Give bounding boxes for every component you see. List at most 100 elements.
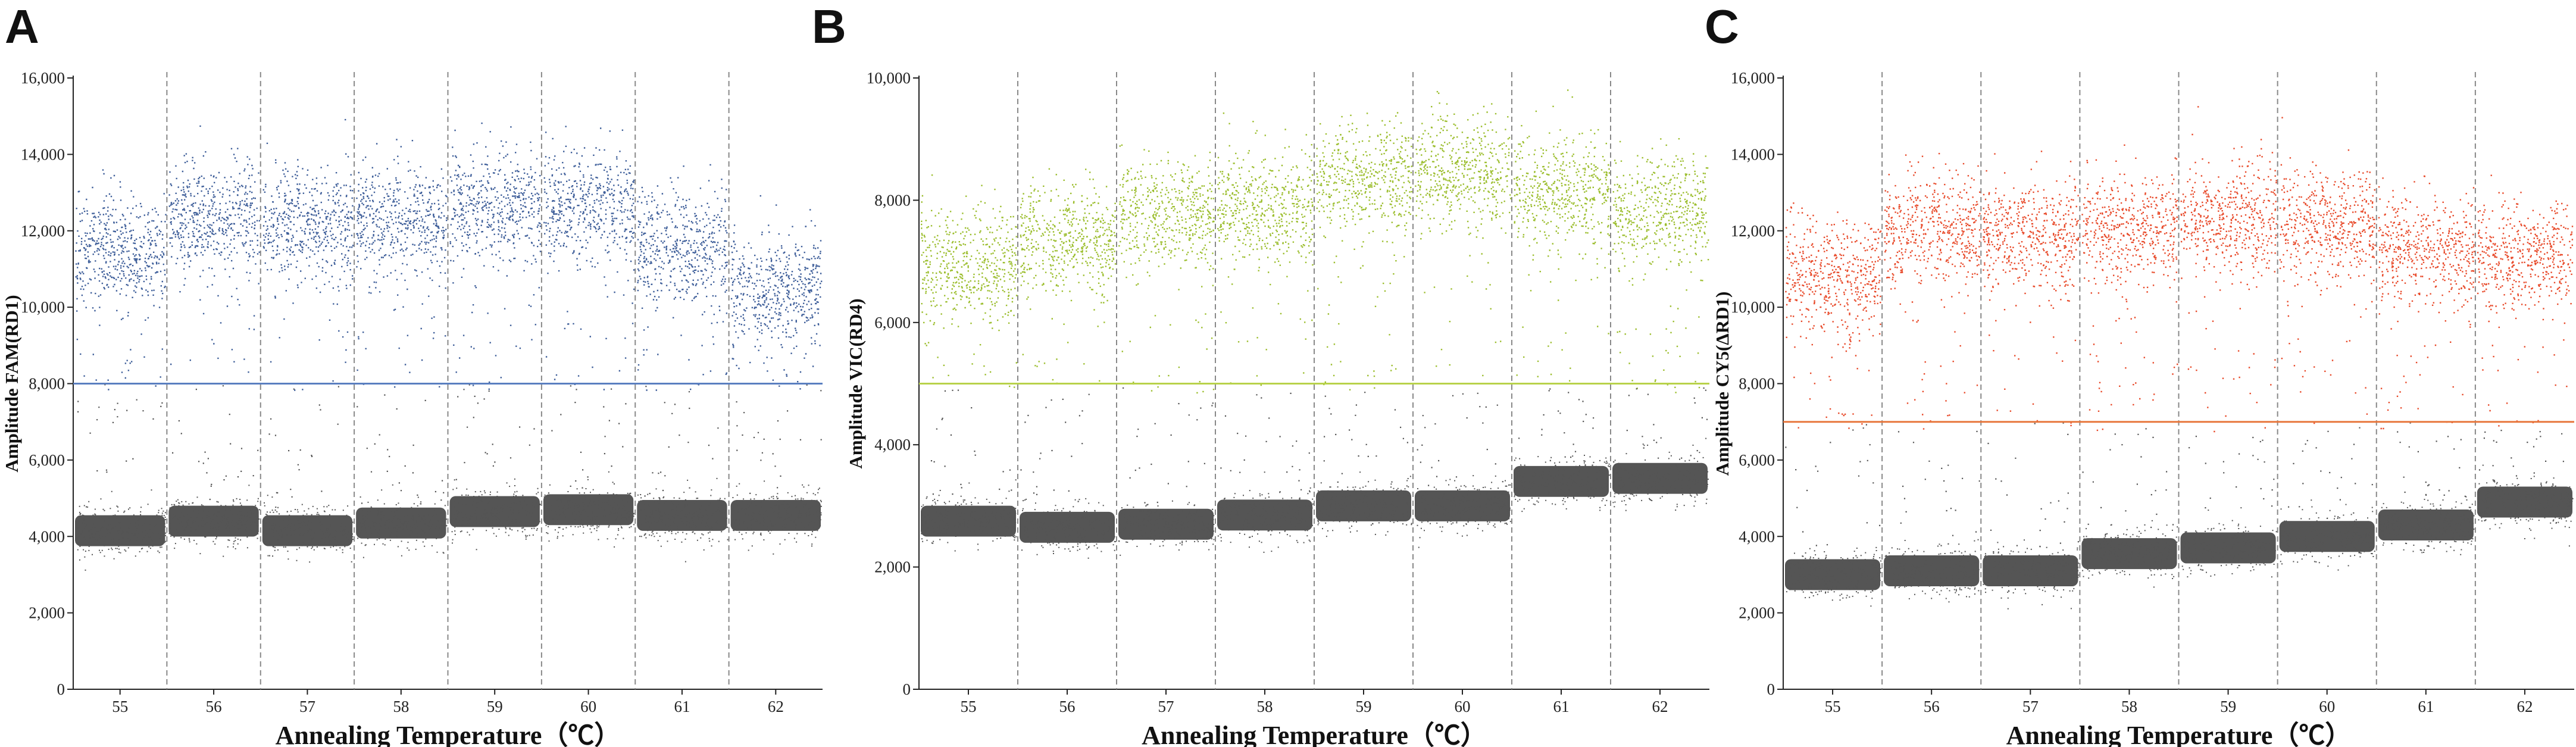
negative-droplets [637,477,729,562]
positive-droplet-cluster [2477,174,2574,427]
rain-droplets [1123,387,1214,510]
negative-droplets [2081,520,2178,588]
y-axis-title: Amplitude CY5(ΔRD1) [1712,292,1733,476]
negative-droplet-cluster [730,480,822,555]
negative-droplet-cluster [2378,495,2475,555]
x-tick-label: 61 [2418,698,2434,715]
positive-droplets [1514,89,1611,382]
y-tick-label: 16,000 [1731,69,1775,87]
y-tick-label: 8,000 [29,375,65,393]
positive-droplet-cluster [921,174,1018,388]
positive-droplets [730,195,823,390]
y-tick-label: 8,000 [874,191,911,209]
rain-droplets [2189,436,2275,535]
x-tick-label: 55 [112,698,128,715]
x-tick-label: 60 [1455,698,1471,715]
positive-droplet-cluster [449,122,542,390]
positive-droplets [1316,112,1412,391]
y-tick-label: 0 [57,680,65,698]
y-tick-label: 2,000 [29,604,65,622]
negative-droplet-cluster [1020,498,1116,559]
negative-droplet-cluster [1316,471,1412,537]
positive-droplet-cluster [1884,152,1981,430]
positive-droplet-cluster [1785,202,1882,429]
rain-droplets [2288,427,2373,527]
y-tick-label: 6,000 [29,451,65,469]
rain-droplets [736,384,822,494]
negative-droplet-cluster [1118,500,1215,556]
negative-droplet-cluster [1884,539,1980,603]
negative-droplet-band [1316,490,1411,521]
negative-droplet-cluster [921,479,1017,552]
negative-droplet-band [2180,532,2276,564]
positive-droplet-cluster [1983,151,2080,427]
negative-droplet-band [2378,510,2474,540]
negative-droplet-band [1217,499,1312,531]
y-tick-label: 16,000 [21,69,65,87]
x-tick-label: 61 [1553,698,1570,715]
rain-droplets [644,386,719,501]
positive-droplets [1612,138,1709,393]
rain-droplets [1220,392,1310,502]
x-tick-label: 58 [1257,698,1273,715]
negative-droplet-cluster [262,495,354,563]
negative-droplet-cluster [2081,520,2178,588]
y-tick-label: 2,000 [874,558,911,576]
negative-droplet-band [637,499,727,531]
negative-droplets [1983,539,2080,610]
rain-droplets [1417,392,1503,486]
negative-droplets [1415,475,1511,548]
panel-letter: A [5,0,39,53]
negative-droplets [2181,507,2277,578]
negative-droplet-cluster [1612,437,1709,511]
negative-droplet-cluster [1217,471,1314,553]
positive-droplets [637,164,728,391]
negative-droplet-band [262,515,353,546]
negative-droplets [1514,455,1610,512]
negative-droplet-cluster [2279,499,2375,571]
panel-a: A 0 2,000 4,000 6,000 8,000 10,000 12,000 14,000… [1,0,823,747]
negative-droplet-band [730,499,821,531]
x-tick-label: 61 [674,698,690,715]
x-tick-label: 56 [206,698,222,715]
rain-droplets [1897,430,1980,546]
y-tick-label: 4,000 [874,436,911,454]
x-tick-label: 60 [2319,698,2335,715]
y-tick-label: 12,000 [21,222,65,240]
positive-droplet-cluster [637,164,728,391]
positive-droplets [1020,168,1117,385]
x-tick-label: 62 [2516,698,2533,715]
x-axis-title: Annealing Temperature（℃） [2006,721,2352,747]
negative-droplet-band [921,505,1016,537]
rain-droplets [2478,430,2564,493]
positive-droplets [1217,112,1314,386]
x-tick-label: 58 [393,698,409,715]
positive-droplets [2477,174,2574,427]
positive-droplet-cluster [1118,144,1215,394]
rain-droplets [1323,392,1408,483]
y-tick-label: 12,000 [1731,222,1775,240]
negative-droplet-band [1514,465,1609,497]
negative-droplet-cluster [449,478,541,551]
panel-letter: C [1705,0,1739,53]
positive-droplets [449,122,542,390]
x-tick-label: 56 [1924,698,1940,715]
negative-droplet-cluster [1415,475,1511,548]
positive-droplets [356,139,448,388]
positive-droplets [1983,151,2080,427]
rain-droplets [930,389,1012,506]
y-tick-label: 6,000 [1739,451,1775,469]
positive-droplets [1785,202,1882,429]
positive-droplet-cluster [75,169,167,390]
positive-droplet-cluster [2279,117,2376,424]
x-axis-title: Annealing Temperature（℃） [1142,721,1487,747]
negative-droplet-cluster [1785,546,1882,607]
x-tick-label: 57 [1158,698,1174,715]
rain-droplets [172,385,259,501]
x-axis-title: Annealing Temperature（℃） [276,721,621,747]
negative-droplet-band [1785,559,1881,590]
x-tick-label: 59 [487,698,503,715]
positive-droplet-cluster [1612,138,1709,393]
y-tick-label: 10,000 [21,298,65,316]
